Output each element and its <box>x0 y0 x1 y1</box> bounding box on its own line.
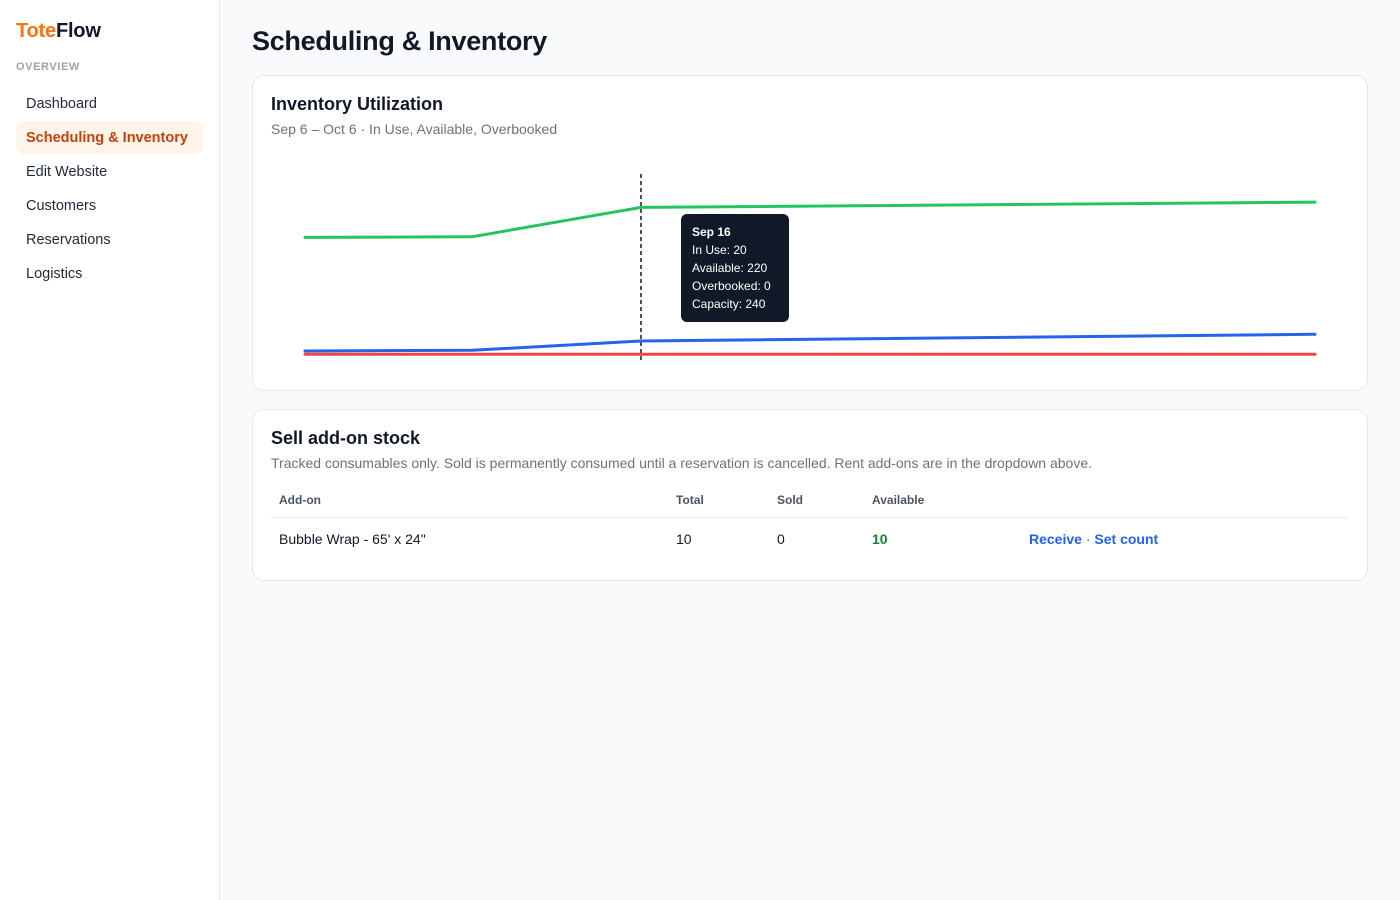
sidebar-item-edit-website[interactable]: Edit Website <box>26 163 108 180</box>
action-separator: · <box>1081 531 1095 547</box>
cell-addon-name: Bubble Wrap - 65' x 24" <box>279 531 426 547</box>
cell-actions: Receive · Set count <box>1021 518 1349 561</box>
addon-stock-table: Add-on Total Sold Available Bubble Wrap … <box>271 493 1349 560</box>
sidebar-item-scheduling-inventory[interactable]: Scheduling & Inventory <box>16 121 203 154</box>
sidebar-section-label: OVERVIEW <box>16 61 80 73</box>
cell-sold: 0 <box>777 531 785 547</box>
brand-part-2: Flow <box>55 20 101 42</box>
chart-card-title: Inventory Utilization <box>271 94 444 114</box>
addon-card-subtitle: Tracked consumables only. Sold is perman… <box>271 455 1093 471</box>
column-header-total: Total <box>668 493 769 518</box>
page-title: Scheduling & Inventory <box>252 26 547 56</box>
addon-stock-card: Sell add-on stock Tracked consumables on… <box>252 409 1368 581</box>
tooltip-in-use: In Use: 20 <box>692 243 747 257</box>
table-header-row: Add-on Total Sold Available <box>271 493 1349 518</box>
column-header-addon: Add-on <box>271 493 668 518</box>
inventory-utilization-chart[interactable] <box>253 76 1367 390</box>
addon-card-title: Sell add-on stock <box>271 428 421 448</box>
sidebar-item-dashboard[interactable]: Dashboard <box>26 95 97 112</box>
sidebar-nav: Dashboard Scheduling & Inventory Edit We… <box>16 87 203 290</box>
sidebar-item-reservations[interactable]: Reservations <box>26 231 111 248</box>
tooltip-available: Available: 220 <box>692 261 768 275</box>
set-count-link[interactable]: Set count <box>1094 531 1159 547</box>
main-content: Scheduling & Inventory Inventory Utiliza… <box>220 0 1400 900</box>
brand-logo[interactable]: ToteFlow <box>16 20 203 43</box>
column-header-sold: Sold <box>769 493 864 518</box>
sidebar: ToteFlow OVERVIEW Dashboard Scheduling &… <box>0 0 220 900</box>
sidebar-item-customers[interactable]: Customers <box>26 197 97 214</box>
table-row: Bubble Wrap - 65' x 24" 10 0 10 Receive … <box>271 518 1349 561</box>
column-header-actions <box>1021 493 1349 518</box>
chart-tooltip: Sep 16 In Use: 20 Available: 220 Overboo… <box>681 214 789 322</box>
tooltip-capacity: Capacity: 240 <box>692 297 766 311</box>
chart-card-subtitle: Sep 6 – Oct 6 · In Use, Available, Overb… <box>271 121 558 137</box>
inventory-utilization-card: Inventory Utilization Sep 6 – Oct 6 · In… <box>252 75 1368 391</box>
sidebar-item-logistics[interactable]: Logistics <box>26 265 83 282</box>
series-line-available[interactable] <box>303 200 1317 239</box>
cell-total: 10 <box>676 531 692 547</box>
cell-available: 10 <box>872 531 888 547</box>
column-header-available: Available <box>864 493 1021 518</box>
series-line-in-use[interactable] <box>303 332 1317 353</box>
brand-part-1: Tote <box>16 20 56 42</box>
receive-link[interactable]: Receive <box>1029 531 1082 547</box>
tooltip-date: Sep 16 <box>692 225 731 239</box>
tooltip-overbooked: Overbooked: 0 <box>692 279 771 293</box>
